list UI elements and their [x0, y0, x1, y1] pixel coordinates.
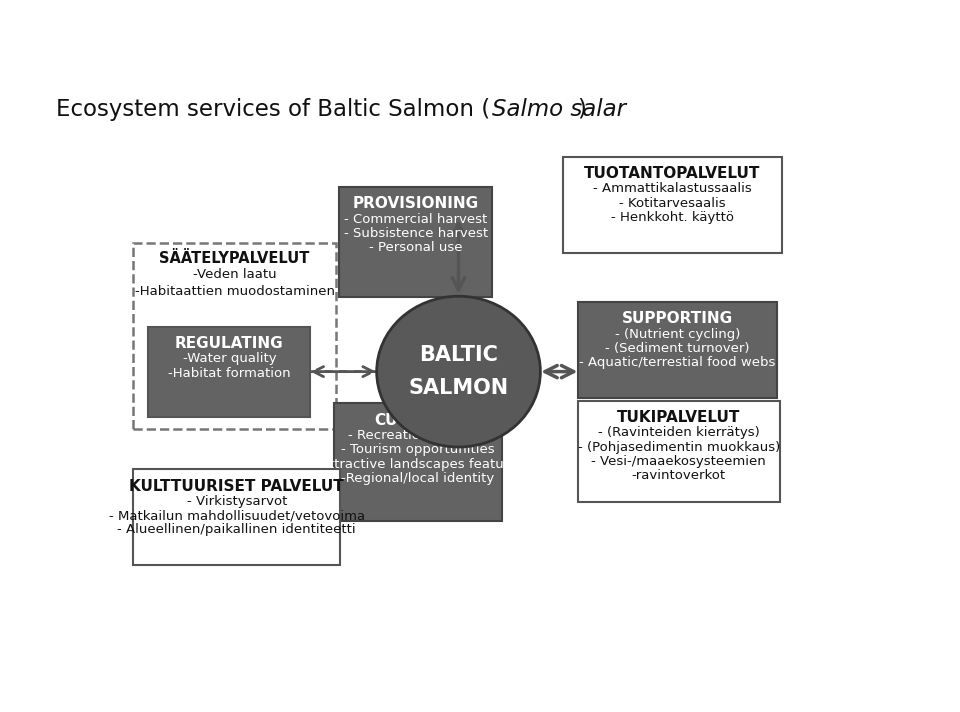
- FancyBboxPatch shape: [563, 157, 782, 253]
- Text: - (Sediment turnover): - (Sediment turnover): [605, 342, 750, 355]
- Ellipse shape: [376, 296, 540, 447]
- Text: BALTIC: BALTIC: [420, 345, 498, 365]
- Text: Salmo salar: Salmo salar: [492, 98, 626, 120]
- Text: - Virkistysarvot: - Virkistysarvot: [186, 495, 287, 508]
- Text: SÄÄTELYPALVELUT: SÄÄTELYPALVELUT: [159, 251, 310, 266]
- FancyBboxPatch shape: [578, 401, 780, 502]
- Text: TUKIPALVELUT: TUKIPALVELUT: [617, 410, 740, 425]
- Text: - Ammattikalastussaalis: - Ammattikalastussaalis: [593, 182, 752, 196]
- Text: - (Pohjasedimentin muokkaus): - (Pohjasedimentin muokkaus): [578, 441, 780, 454]
- Text: ): ): [578, 98, 587, 120]
- Text: - Kotitarvesaalis: - Kotitarvesaalis: [619, 197, 726, 210]
- Text: PROVISIONING: PROVISIONING: [352, 197, 479, 211]
- Text: -Regional/local identity: -Regional/local identity: [342, 472, 494, 485]
- Text: - Aquatic/terrestial food webs: - Aquatic/terrestial food webs: [579, 356, 776, 370]
- Text: REGULATING: REGULATING: [175, 336, 284, 351]
- Text: - (Ravinteiden kierrätys): - (Ravinteiden kierrätys): [598, 426, 759, 439]
- Text: Ecosystem services of Baltic Salmon (: Ecosystem services of Baltic Salmon (: [56, 98, 490, 120]
- Text: - Alueellinen/paikallinen identiteetti: - Alueellinen/paikallinen identiteetti: [117, 523, 356, 536]
- FancyBboxPatch shape: [148, 327, 310, 417]
- FancyBboxPatch shape: [133, 243, 336, 429]
- Text: - Vesi-/maaekosysteemien: - Vesi-/maaekosysteemien: [591, 455, 766, 468]
- Text: - Henkkoht. käyttö: - Henkkoht. käyttö: [611, 211, 733, 224]
- FancyBboxPatch shape: [340, 187, 492, 296]
- Text: TUOTANTOPALVELUT: TUOTANTOPALVELUT: [585, 166, 760, 181]
- Text: - Subsistence harvest: - Subsistence harvest: [344, 227, 488, 240]
- FancyBboxPatch shape: [133, 469, 340, 565]
- Text: - Commercial harvest: - Commercial harvest: [344, 213, 488, 226]
- Text: - Matkailun mahdollisuudet/vetovoima: - Matkailun mahdollisuudet/vetovoima: [108, 509, 365, 522]
- Text: SALMON: SALMON: [408, 378, 509, 398]
- Text: CULTURAL: CULTURAL: [374, 413, 462, 428]
- Text: SUPPORTING: SUPPORTING: [622, 311, 732, 326]
- Text: -Habitaattien muodostaminen: -Habitaattien muodostaminen: [134, 285, 335, 298]
- Text: -Veden laatu: -Veden laatu: [193, 268, 276, 281]
- Text: KULTTUURISET PALVELUT: KULTTUURISET PALVELUT: [130, 478, 345, 493]
- FancyBboxPatch shape: [578, 302, 777, 398]
- Text: - Personal use: - Personal use: [369, 241, 463, 254]
- Text: -ravintoverkot: -ravintoverkot: [632, 469, 726, 482]
- Text: -Habitat formation: -Habitat formation: [168, 367, 291, 379]
- Text: -Water quality: -Water quality: [182, 352, 276, 365]
- Text: - Attractive landscapes features: - Attractive landscapes features: [311, 458, 524, 471]
- Text: - (Nutrient cycling): - (Nutrient cycling): [614, 328, 740, 341]
- Text: - Tourism opportunities: - Tourism opportunities: [341, 444, 494, 456]
- Text: - Recreational values: - Recreational values: [348, 429, 488, 442]
- FancyBboxPatch shape: [334, 404, 502, 521]
